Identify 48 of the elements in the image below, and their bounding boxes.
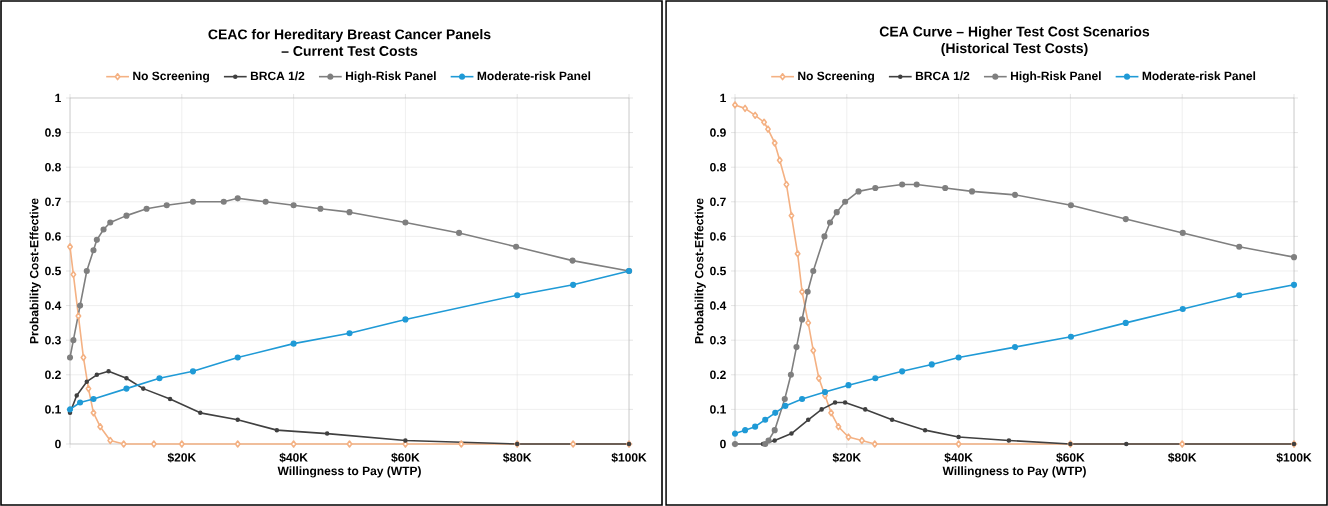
x-axis-title: Willingness to Pay (WTP) bbox=[942, 466, 1086, 478]
y-tick-label: 0.7 bbox=[45, 197, 61, 207]
y-tick-label: 0.5 bbox=[45, 266, 61, 276]
y-tick-label: 1 bbox=[720, 93, 726, 103]
y-tick-label: 0.3 bbox=[45, 335, 61, 345]
y-axis-title: Probability Cost-Effective bbox=[694, 198, 706, 344]
y-tick-label: 0.7 bbox=[710, 197, 726, 207]
y-tick-label: 0.4 bbox=[710, 301, 727, 310]
y-tick-label: 0.9 bbox=[710, 128, 726, 137]
y-tick-label: 0 bbox=[55, 439, 61, 449]
legend-label: Moderate-risk Panel bbox=[1142, 71, 1256, 81]
y-tick-label: 0.3 bbox=[710, 335, 726, 345]
y-tick-label: 0.2 bbox=[710, 370, 726, 380]
legend-label: High-Risk Panel bbox=[1010, 71, 1101, 83]
chart-subtitle: – Current Test Costs bbox=[281, 46, 418, 56]
x-tick-label: $100K bbox=[1276, 452, 1312, 463]
x-tick-label: $80K bbox=[503, 452, 532, 463]
y-tick-label: 0.8 bbox=[710, 162, 726, 172]
chart-title: CEA Curve – Higher Test Cost Scenarios bbox=[879, 26, 1150, 40]
y-axis-title: Probability Cost-Effective bbox=[29, 198, 41, 344]
x-tick-label: $60K bbox=[391, 452, 420, 463]
y-tick-label: 0.5 bbox=[710, 266, 726, 276]
y-tick-label: 0.2 bbox=[45, 370, 61, 380]
x-tick-label: $40K bbox=[279, 452, 308, 463]
y-tick-label: 0 bbox=[720, 439, 726, 449]
legend-label: High-Risk Panel bbox=[345, 71, 436, 83]
x-tick-label: $20K bbox=[832, 452, 862, 463]
chart-subtitle: (Historical Test Costs) bbox=[941, 42, 1088, 56]
x-tick-label: $80K bbox=[1168, 452, 1197, 463]
y-tick-label: 0.1 bbox=[710, 405, 726, 414]
x-tick-label: $60K bbox=[1056, 452, 1085, 463]
x-tick-label: $100K bbox=[611, 452, 647, 463]
legend-label: No Screening bbox=[798, 71, 874, 83]
y-tick-label: 0.6 bbox=[710, 232, 726, 241]
legend-label: Moderate-risk Panel bbox=[477, 71, 591, 81]
y-tick-label: 0.6 bbox=[45, 232, 61, 241]
legend-label: No Screening bbox=[133, 71, 209, 83]
x-tick-label: $20K bbox=[167, 452, 197, 463]
y-tick-label: 1 bbox=[55, 93, 61, 103]
y-tick-label: 0.8 bbox=[45, 162, 61, 172]
chart-title: CEAC for Hereditary Breast Cancer Panels bbox=[208, 29, 491, 43]
legend-label: BRCA 1/2 bbox=[915, 71, 970, 81]
y-tick-label: 0.1 bbox=[45, 405, 61, 414]
x-axis-title: Willingness to Pay (WTP) bbox=[277, 466, 421, 478]
x-tick-label: $40K bbox=[944, 452, 973, 463]
legend-label: BRCA 1/2 bbox=[250, 71, 305, 81]
y-tick-label: 0.4 bbox=[45, 301, 62, 310]
y-tick-label: 0.9 bbox=[45, 128, 61, 137]
